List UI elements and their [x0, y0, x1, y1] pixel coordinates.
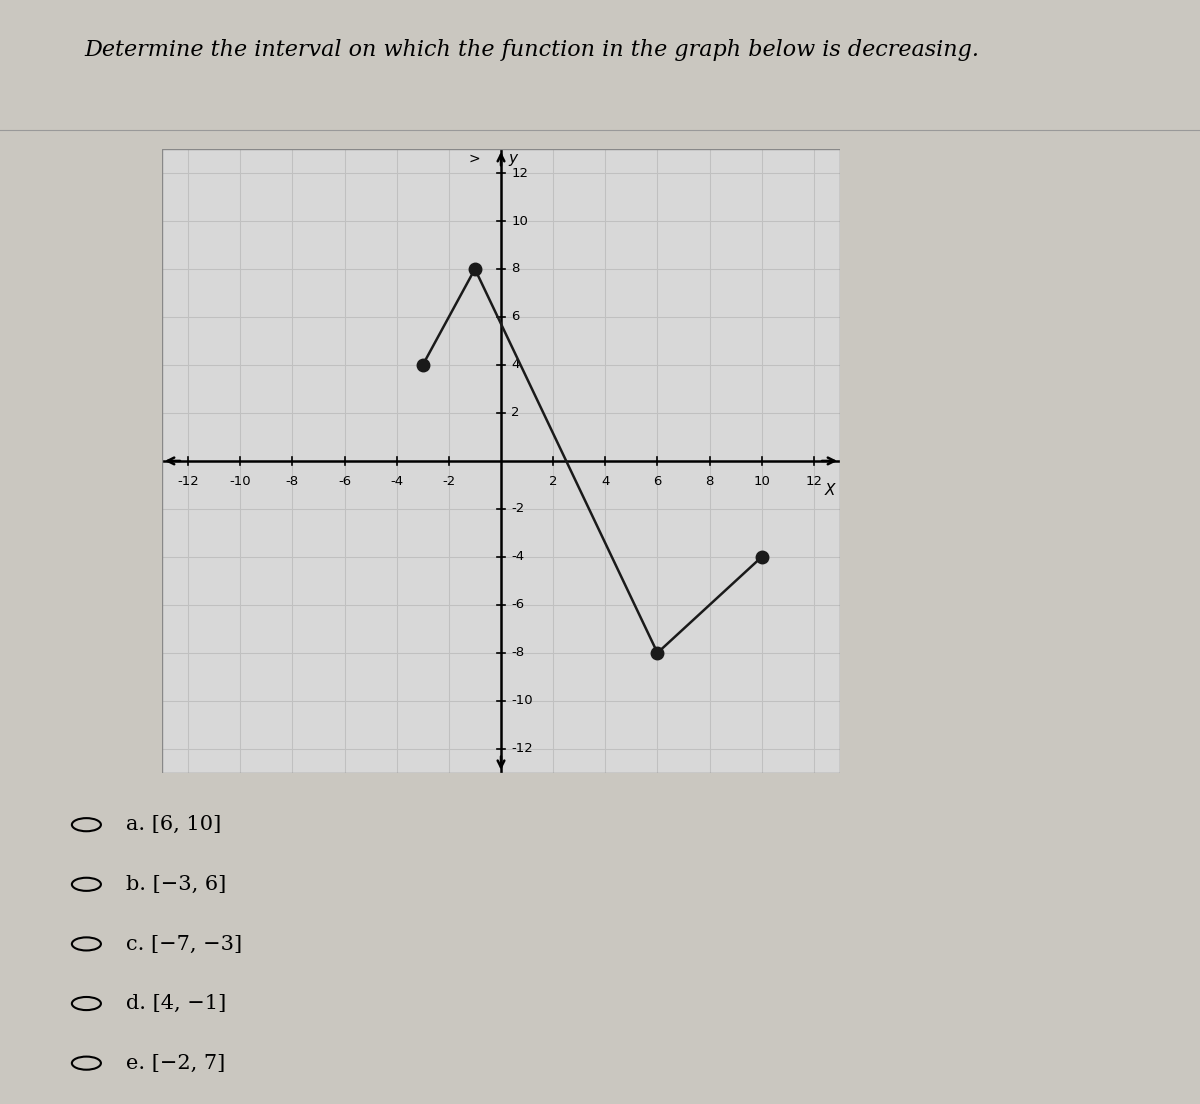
- Text: 10: 10: [511, 214, 528, 227]
- Text: 10: 10: [754, 476, 770, 488]
- Text: 8: 8: [706, 476, 714, 488]
- Text: -2: -2: [511, 502, 524, 516]
- Text: -2: -2: [443, 476, 456, 488]
- Text: -6: -6: [338, 476, 352, 488]
- Text: 6: 6: [653, 476, 661, 488]
- Text: -6: -6: [511, 598, 524, 612]
- Text: a. [6, 10]: a. [6, 10]: [126, 815, 221, 835]
- Text: 4: 4: [511, 359, 520, 371]
- Text: e. [−2, 7]: e. [−2, 7]: [126, 1053, 226, 1073]
- Text: 8: 8: [511, 263, 520, 276]
- Text: -8: -8: [511, 646, 524, 659]
- Text: -12: -12: [178, 476, 199, 488]
- Text: -10: -10: [511, 694, 533, 708]
- Text: Determine the interval on which the function in the graph below is decreasing.: Determine the interval on which the func…: [84, 40, 979, 62]
- Text: b. [−3, 6]: b. [−3, 6]: [126, 874, 227, 894]
- Text: 2: 2: [511, 406, 520, 420]
- Text: -4: -4: [390, 476, 403, 488]
- Text: y: y: [509, 151, 518, 166]
- Text: -8: -8: [286, 476, 299, 488]
- Text: d. [4, −1]: d. [4, −1]: [126, 994, 227, 1013]
- Text: 4: 4: [601, 476, 610, 488]
- Text: -10: -10: [229, 476, 251, 488]
- Text: c. [−7, −3]: c. [−7, −3]: [126, 934, 242, 954]
- Text: X: X: [824, 482, 835, 498]
- Text: 12: 12: [805, 476, 822, 488]
- Text: 2: 2: [548, 476, 558, 488]
- Text: 12: 12: [511, 167, 528, 180]
- Text: 6: 6: [511, 310, 520, 323]
- Text: -4: -4: [511, 551, 524, 563]
- Text: >: >: [468, 151, 480, 166]
- Text: -12: -12: [511, 742, 533, 755]
